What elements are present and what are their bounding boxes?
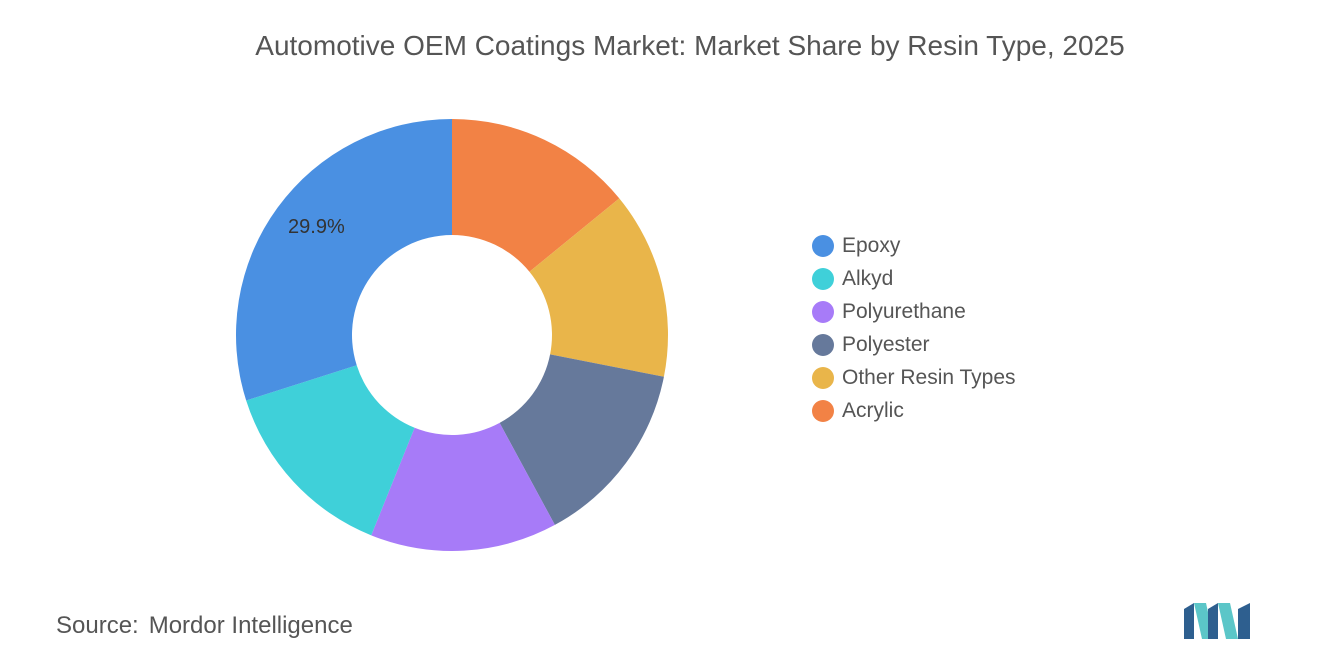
slice-polyurethane [371,422,555,551]
chart-title: Automotive OEM Coatings Market: Market S… [255,30,1125,61]
data-label-epoxy: 29.9% [288,216,345,238]
legend-label: Acrylic [842,398,904,422]
mordor-intelligence-logo-icon [1184,603,1250,639]
slice-alkyd [246,365,415,536]
legend-label: Polyester [842,332,930,356]
slice-other-resin-types [529,198,668,377]
legend-item-acrylic: Acrylic [812,394,1016,427]
legend-swatch [812,399,834,422]
legend-item-polyurethane: Polyurethane [812,295,1016,328]
slice-acrylic [452,119,620,272]
legend-swatch [812,333,834,356]
legend: Epoxy Alkyd Polyurethane Polyester Other Res… [812,229,1016,427]
legend-swatch [812,267,834,290]
legend-label: Epoxy [842,233,901,257]
legend-label: Polyurethane [842,299,966,323]
legend-label: Alkyd [842,266,894,290]
legend-item-polyester: Polyester [812,328,1016,361]
donut-slices [235,119,668,551]
legend-item-epoxy: Epoxy [812,229,1016,262]
donut-data-labels: 29.9% [288,216,345,238]
legend-swatch [812,234,834,257]
legend-item-alkyd: Alkyd [812,262,1016,295]
legend-swatch [812,366,834,389]
source-label: Source: [56,612,139,639]
slice-epoxy [235,119,452,401]
slice-polyester [499,354,664,525]
legend-label: Other Resin Types [842,365,1016,389]
legend-swatch [812,300,834,323]
legend-item-other-resin-types: Other Resin Types [812,361,1016,394]
source-value: Mordor Intelligence [148,612,353,639]
source-note: Source: Mordor Intelligence [56,612,353,640]
